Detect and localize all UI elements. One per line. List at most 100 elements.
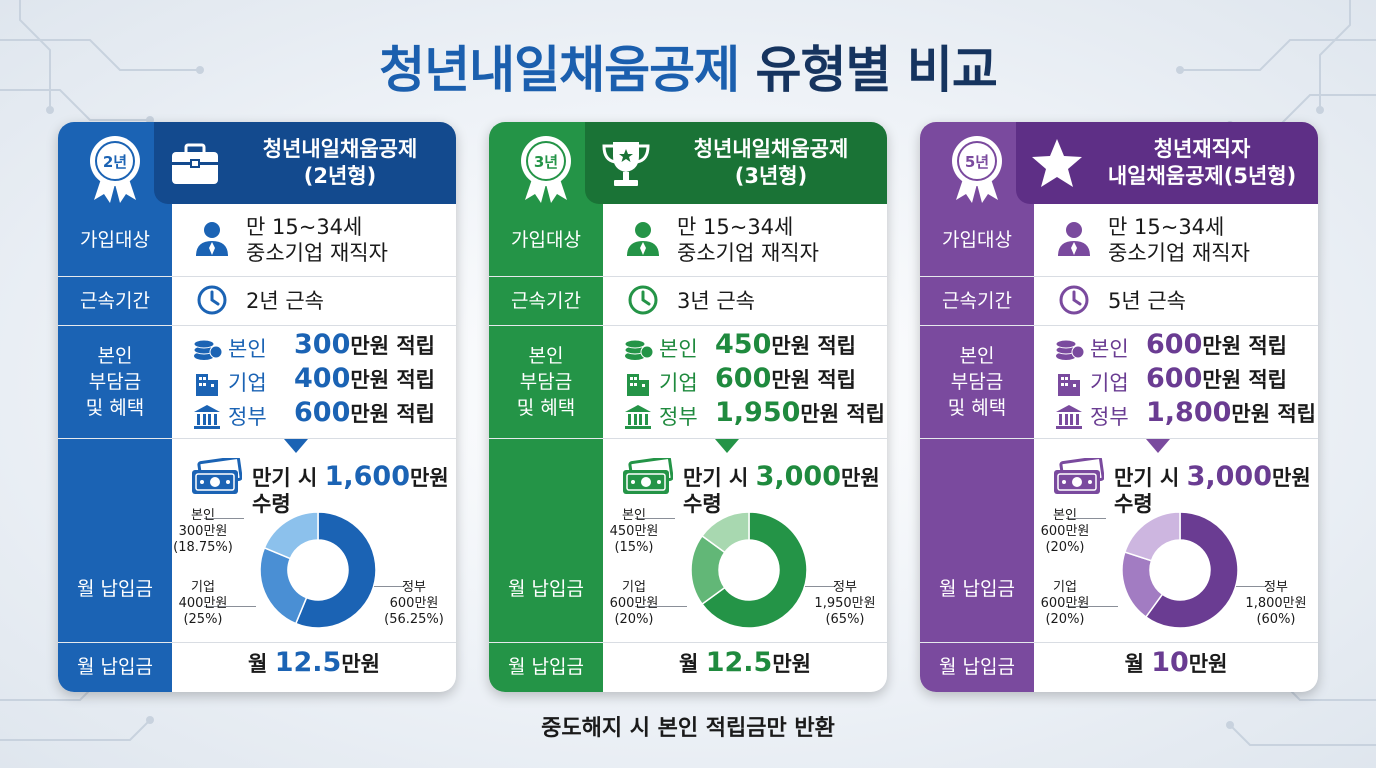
card-header: 3년 청년내일채움공제 (3년형) [489,122,887,204]
label-monthly: 월 납입금 [508,656,584,678]
target-line-1: 만 15~34세 [246,215,363,239]
side-column [489,122,603,692]
person-icon [1058,222,1090,256]
coins-icon [193,339,222,360]
target-line-1: 만 15~34세 [677,215,794,239]
ribbon-badge-icon: 3년 [521,136,571,203]
briefcase-icon [172,143,218,184]
building-icon [627,374,649,396]
pie-slice-정부 [701,511,808,629]
pie-slice-본인 [263,511,319,560]
label-period: 근속기간 [942,289,1012,312]
plan-card-1: 2년 청년내일채움공제 (2년형) 가입대상 근속기간 본인 부담금 및 혜택 월 [58,122,456,692]
contrib-who-company: 기업 [1090,371,1129,395]
pie-label-self: 본인 300만원 (18.75%) [173,508,233,555]
card-title: 청년재직자 내일채움공제(5년형) [1107,137,1297,188]
period-value: 3년 근속 [677,289,755,313]
side-column [58,122,172,692]
government-icon [194,405,220,429]
contrib-company: 400만원 적립 [294,363,435,394]
card-title: 청년내일채움공제 (2년형) [262,137,418,188]
building-icon [1058,374,1080,396]
down-arrow-icon [1146,439,1170,453]
card-title: 청년내일채움공제 (3년형) [693,137,849,188]
label-monthly-upper: 월 납입금 [939,578,1015,600]
label-period: 근속기간 [80,289,150,312]
target-line-1: 만 15~34세 [1108,215,1225,239]
svg-text:5년: 5년 [965,153,989,171]
contrib-who-gov: 정부 [1090,405,1129,429]
label-period: 근속기간 [511,289,581,312]
side-column [920,122,1034,692]
target-line-2: 중소기업 재직자 [677,241,819,265]
contrib-company: 600만원 적립 [715,363,856,394]
monthly-amount: 월 12.5만원 [679,647,811,678]
title-sub: 유형별 비교 [755,41,998,99]
contrib-who-company: 기업 [228,371,267,395]
pie-slice-본인 [701,511,750,554]
label-monthly-upper: 월 납입금 [77,578,153,600]
label-burden: 본인 부담금 및 혜택 [516,344,576,419]
coins-icon [1055,339,1084,360]
contrib-gov: 1,950만원 적립 [715,397,885,428]
page-title: 청년내일채움공제 유형별 비교 [0,30,1376,102]
label-target: 가입대상 [511,229,581,251]
target-line-2: 중소기업 재직자 [1108,241,1250,265]
svg-text:2년: 2년 [103,153,127,171]
money-icon [1054,458,1104,494]
person-icon [627,222,659,256]
ribbon-badge-icon: 2년 [90,136,140,203]
contrib-who-gov: 정부 [659,405,698,429]
ribbon-badge-icon: 5년 [952,136,1002,203]
clock-icon [197,285,227,315]
money-icon [623,458,673,494]
down-arrow-icon [284,439,308,453]
contrib-who-company: 기업 [659,371,698,395]
svg-text:3년: 3년 [534,153,558,171]
pie-label-company: 기업 600만원 (20%) [609,580,659,627]
clock-icon [628,285,658,315]
period-value: 5년 근속 [1108,289,1186,313]
contrib-who-self: 본인 [228,337,267,361]
pie-label-company: 기업 600만원 (20%) [1040,580,1090,627]
clock-icon [1059,285,1089,315]
contrib-self: 450만원 적립 [715,329,856,360]
target-line-2: 중소기업 재직자 [246,241,388,265]
pie-label-self: 본인 450만원 (15%) [609,508,659,555]
donut-chart [1121,511,1239,629]
trophy-icon [602,142,650,186]
contrib-company: 600만원 적립 [1146,363,1287,394]
contrib-self: 300만원 적립 [294,329,435,360]
coins-icon [624,339,653,360]
title-main: 청년내일채움공제 [379,41,740,99]
monthly-amount: 월 12.5만원 [248,647,380,678]
contrib-self: 600만원 적립 [1146,329,1287,360]
pie-label-self: 본인 600만원 (20%) [1040,508,1090,555]
contrib-gov: 600만원 적립 [294,397,435,428]
label-monthly: 월 납입금 [939,656,1015,678]
money-icon [192,458,242,494]
card-header: 5년 청년재직자 내일채움공제(5년형) [920,122,1318,204]
pie-label-gov: 정부 600만원 (56.25%) [384,580,444,627]
contrib-who-self: 본인 [659,337,698,361]
header-tab: 청년내일채움공제 (2년형) [154,122,456,204]
label-target: 가입대상 [80,229,150,251]
footer-note: 중도해지 시 본인 적립금만 반환 [541,716,835,741]
maturity-amount: 만기 시 3,000만원 수령 [1114,461,1311,516]
down-arrow-icon [715,439,739,453]
card-header: 2년 청년내일채움공제 (2년형) [58,122,456,204]
contrib-who-self: 본인 [1090,337,1129,361]
pie-slice-정부 [1144,511,1239,629]
pie-label-gov: 정부 1,800만원 (60%) [1245,580,1307,627]
government-icon [1056,405,1082,429]
government-icon [625,405,651,429]
person-icon [196,222,228,256]
plan-card-3: 5년 청년재직자 내일채움공제(5년형) 가입대상 근속기간 본인 부담금 및 혜택 [920,122,1318,692]
label-burden: 본인 부담금 및 혜택 [947,344,1007,419]
donut-chart [259,511,377,629]
header-tab: 청년내일채움공제 (3년형) [585,122,887,204]
building-icon [196,374,218,396]
maturity-amount: 만기 시 3,000만원 수령 [683,461,880,516]
pie-slice-본인 [1123,511,1181,562]
contrib-gov: 1,800만원 적립 [1146,397,1316,428]
